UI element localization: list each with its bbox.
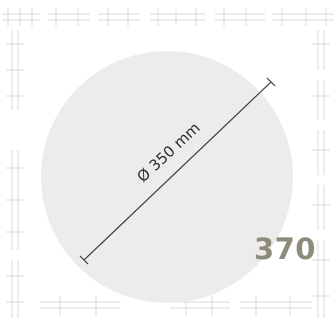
size-number: 370 (253, 232, 316, 266)
decorative-frame (2, 8, 334, 318)
diameter-line (79, 77, 276, 265)
disc-circle (41, 51, 293, 303)
